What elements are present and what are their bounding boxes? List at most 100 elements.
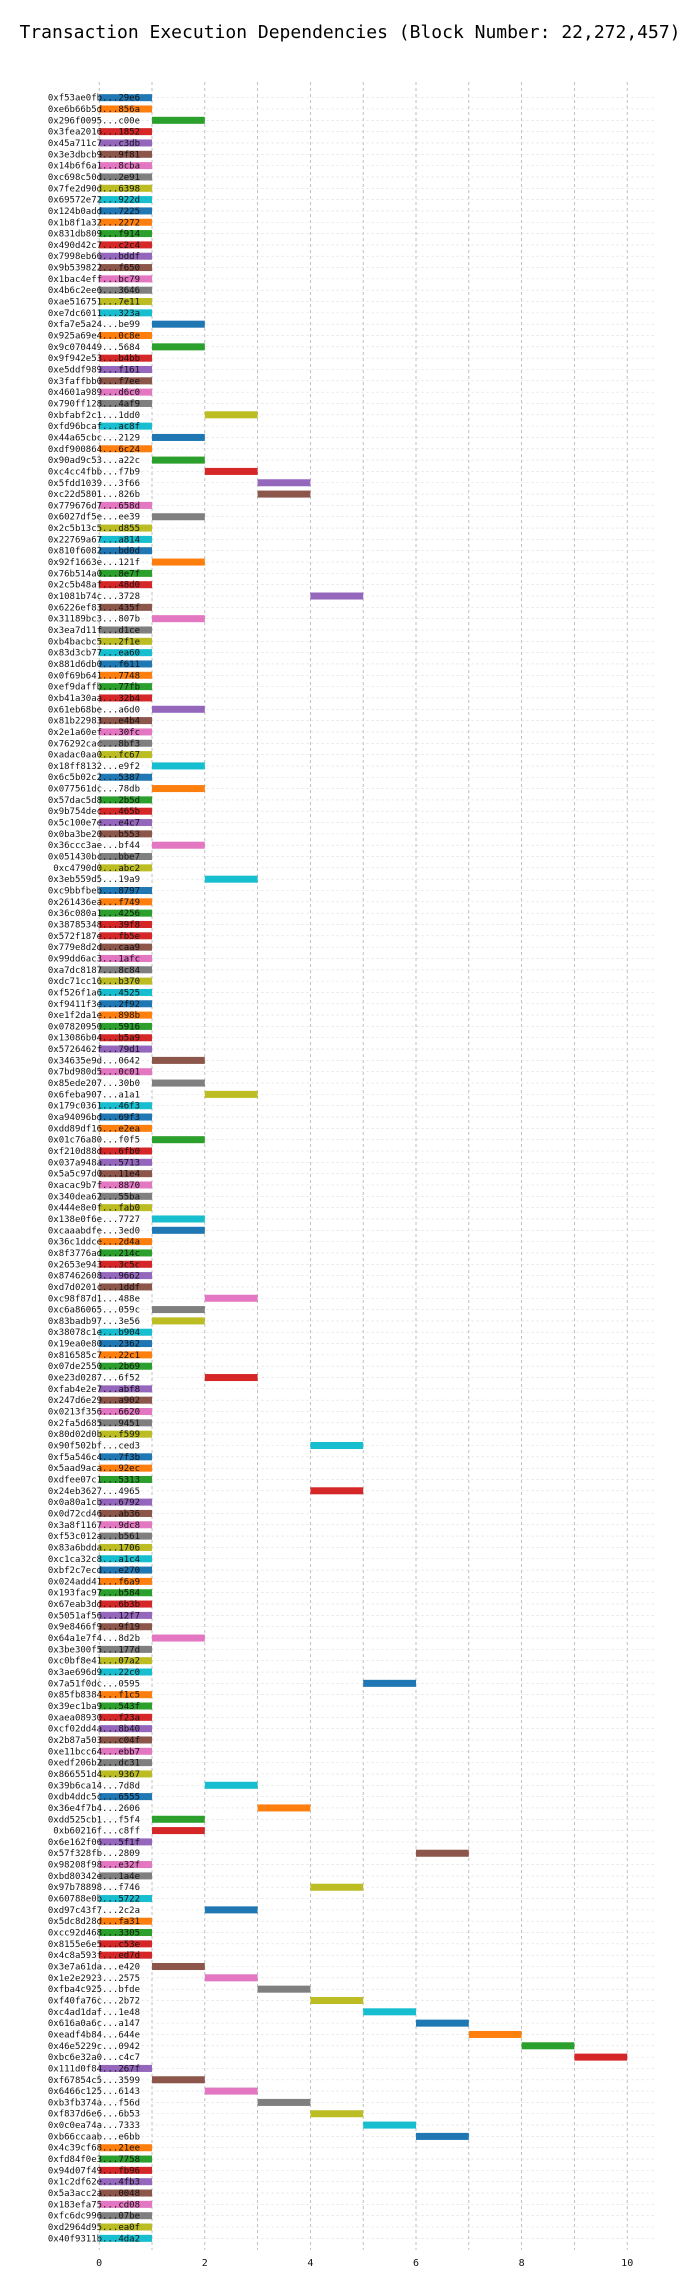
transaction-bar: [152, 1079, 205, 1087]
grid-lines: [96, 82, 654, 2250]
transaction-bar: [99, 830, 152, 838]
transaction-bar: [152, 320, 205, 328]
row-label: 0x14b6f6a1...8cba: [48, 162, 140, 172]
transaction-bar: [99, 1657, 152, 1665]
transaction-bar: [99, 1260, 152, 1268]
row-label: 0xbc6e32a0...c4c7: [48, 2053, 140, 2063]
transaction-bar: [99, 524, 152, 532]
transaction-bar: [99, 773, 152, 781]
transaction-bar: [99, 354, 152, 362]
row-label: 0xfc6dc996...07be: [48, 2212, 140, 2222]
transaction-bar: [152, 558, 205, 566]
row-label: 0x2b87a503...c04f: [48, 1736, 140, 1746]
row-label: 0x2fa5d685...9451: [48, 1419, 140, 1429]
row-label: 0xbf2c7ecd...e270: [48, 1566, 140, 1576]
row-label: 0xf53ae0fb...29e6: [48, 94, 140, 104]
row-label: 0xf40fa76c...2b72: [48, 1996, 140, 2006]
transaction-bar: [99, 819, 152, 827]
transaction-bar: [99, 1917, 152, 1925]
transaction-bar: [363, 1679, 416, 1687]
transaction-bar: [99, 932, 152, 940]
transaction-bar: [99, 603, 152, 611]
transaction-bar: [468, 2030, 522, 2038]
row-label: 0xc1ca32c8...a1c4: [48, 1555, 140, 1565]
x-tick-label: 6: [413, 2258, 419, 2269]
transaction-bar: [99, 1577, 152, 1585]
row-label: 0x0d72cd46...ab36: [48, 1509, 140, 1519]
transaction-bar: [99, 365, 152, 374]
row-label: 0x57dac5d8...2b5d: [48, 796, 140, 806]
row-label: 0x3eb559d5...19a9: [48, 875, 140, 885]
row-label: 0x5dc8d28d...fa31: [48, 1917, 140, 1927]
row-label: 0x024add41...f6a9: [48, 1577, 140, 1587]
row-label: 0xc0bf8e41...07a2: [48, 1657, 140, 1667]
row-label: 0x81b22983...e4b4: [48, 717, 140, 727]
row-label: 0xf67854c5...3599: [48, 2076, 140, 2086]
row-label: 0xfa7e5a24...be99: [48, 320, 140, 330]
transaction-bar: [152, 1815, 205, 1823]
transaction-bar: [99, 377, 152, 385]
transaction-bar: [99, 547, 152, 555]
row-label: 0x60788e0b...5722: [48, 1895, 140, 1905]
transaction-bar: [99, 1102, 152, 1110]
transaction-bar: [310, 1487, 364, 1495]
transaction-bar: [99, 1645, 152, 1653]
x-tick-label: 0: [96, 2258, 102, 2269]
row-label: 0xcc92d468...3305: [48, 1929, 140, 1939]
row-label: 0xf53c012a...b561: [48, 1532, 140, 1542]
row-label: 0x7998eb66...bddf: [48, 252, 140, 262]
transaction-bar: [99, 2155, 152, 2163]
transaction-bar: [416, 1849, 469, 1857]
transaction-bar: [99, 637, 152, 645]
transaction-bar: [99, 1600, 152, 1608]
transaction-bar: [99, 1725, 152, 1733]
transaction-bar: [99, 1498, 152, 1506]
transaction-bar: [99, 1249, 152, 1257]
row-label: 0xb41a30aa...32b4: [48, 694, 140, 704]
transaction-bar: [99, 399, 152, 407]
transaction-bar: [152, 1634, 205, 1642]
transaction-bar: [152, 762, 205, 770]
row-label: 0x9b754dec...465b: [48, 807, 140, 817]
transaction-bar: [99, 2178, 152, 2186]
transaction-bar: [99, 1385, 152, 1393]
transaction-bar: [99, 1747, 152, 1755]
row-label: 0x179c0361...46f3: [48, 1102, 140, 1112]
row-label: 0xdfee07c1...5313: [48, 1475, 140, 1485]
row-label: 0x1e2e2923...2575: [48, 1974, 140, 1984]
transaction-bar: [99, 1838, 152, 1846]
transaction-bar: [204, 1974, 258, 1982]
row-label: 0x572f187e...fb5e: [48, 932, 140, 942]
row-label: 0xdc71cc16...b370: [48, 977, 140, 987]
row-label: 0x38785348...39f8: [48, 920, 140, 930]
x-tick-label: 10: [621, 2258, 633, 2269]
row-label: 0xcf02dd4a...8b40: [48, 1725, 140, 1735]
transaction-bar: [99, 196, 152, 204]
transaction-bar: [152, 1306, 205, 1314]
row-label: 0x8f3776ad...214c: [48, 1249, 140, 1259]
transaction-bar: [99, 1283, 152, 1291]
transaction-bar: [310, 1883, 364, 1891]
transaction-bar: [99, 966, 152, 974]
row-label: 0x5051af56...12f7: [48, 1611, 140, 1621]
row-label: 0xcaaabdfe...3ed0: [48, 1226, 140, 1236]
row-label: 0xc6a86065...059c: [48, 1306, 140, 1316]
transaction-bar: [99, 1713, 152, 1721]
row-label: 0x24eb3627...4965: [48, 1487, 140, 1497]
row-label: 0x138e0f6e...7727: [48, 1215, 140, 1225]
transaction-bar: [521, 2042, 575, 2050]
transaction-bar: [99, 1181, 152, 1189]
transaction-bar: [99, 1770, 152, 1778]
row-label: 0x80d02d0b...f599: [48, 1430, 140, 1440]
row-label: 0x2c5b48af...48d0: [48, 581, 140, 591]
transaction-bar: [99, 671, 152, 679]
row-label: 0xe6b66b5d...856a: [48, 105, 140, 115]
row-label: 0x779e8d2d...caa9: [48, 943, 140, 953]
transaction-bar: [204, 1090, 258, 1098]
x-tick-label: 8: [519, 2258, 525, 2269]
row-label: 0x816585c7...22c1: [48, 1351, 140, 1361]
row-label: 0x40f9311b...4da2: [48, 2234, 140, 2244]
row-label: 0x36ccc3ae...bf44: [48, 841, 140, 851]
row-label: 0x13086b04...b5a9: [48, 1034, 140, 1044]
row-label: 0x881d6db0...f611: [48, 660, 140, 670]
